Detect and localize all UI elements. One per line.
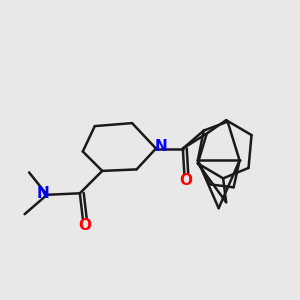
Text: O: O — [179, 173, 192, 188]
Text: N: N — [155, 139, 168, 154]
Text: N: N — [36, 186, 49, 201]
Text: O: O — [78, 218, 91, 233]
